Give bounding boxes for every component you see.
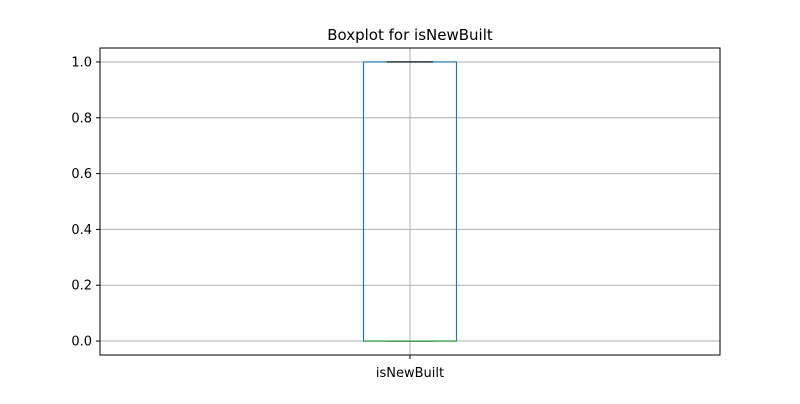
y-tick-label: 0.0 (71, 335, 92, 350)
y-axis: 0.0 0.2 0.4 0.6 0.8 1.0 (71, 55, 100, 350)
y-tick-label: 0.8 (71, 111, 92, 126)
x-axis: isNewBuilt (376, 355, 444, 381)
x-tick-label: isNewBuilt (376, 366, 444, 381)
chart-title: Boxplot for isNewBuilt (327, 26, 493, 44)
y-tick-label: 0.4 (71, 223, 92, 238)
grid-lines (100, 48, 720, 355)
y-tick-label: 0.2 (71, 279, 92, 294)
y-tick-label: 0.6 (71, 167, 92, 182)
y-tick-label: 1.0 (71, 55, 92, 70)
box-layer (362, 61, 458, 342)
